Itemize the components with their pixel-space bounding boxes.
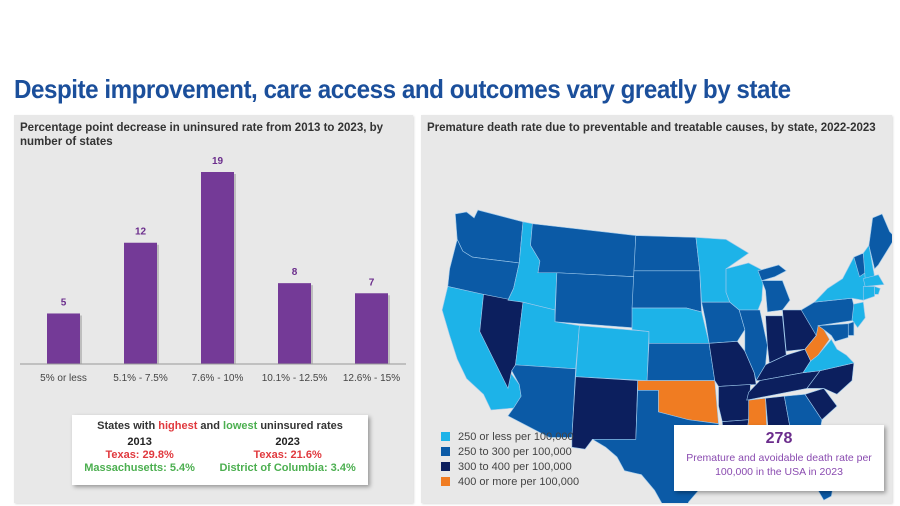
x-tick-label: 12.6% - 15%	[343, 373, 400, 384]
state-wi	[725, 262, 764, 311]
x-tick-label: 7.6% - 10%	[192, 373, 244, 384]
legend-item: 250 or less per 100,000	[441, 429, 579, 444]
state-nj	[851, 301, 866, 329]
bar-chart: 5 5% or less 12 5.1% - 7.5% 19 7.6% - 10% 8 10.…	[20, 156, 406, 384]
year-label: 2013	[127, 436, 152, 448]
bar	[355, 293, 388, 364]
state-me	[868, 213, 892, 270]
usa-rate-callout: 278 Premature and avoidable death rate p…	[674, 425, 884, 491]
map-title: Premature death rate due to preventable …	[427, 122, 876, 134]
usa-rate-value: 278	[765, 430, 793, 447]
bar-value-label: 5	[61, 297, 67, 308]
lowest-state: Massachusetts: 5.4%	[84, 462, 195, 474]
state-sc	[804, 388, 838, 421]
page-title: Despite improvement, care access and out…	[14, 74, 791, 104]
callout-column-2013: 2013 Texas: 29.8% Massachusetts: 5.4%	[84, 436, 195, 475]
callout-title-prefix: States with	[97, 420, 159, 432]
legend-swatch	[441, 447, 450, 456]
bar	[201, 172, 234, 364]
x-tick-label: 5.1% - 7.5%	[113, 373, 168, 384]
bar-value-label: 7	[369, 277, 375, 288]
legend-item: 400 or more per 100,000	[441, 474, 579, 489]
state-co	[575, 325, 650, 381]
x-tick-label: 5% or less	[40, 373, 87, 384]
state-de	[847, 321, 855, 336]
state-ct	[862, 286, 875, 301]
state-ma	[862, 274, 885, 287]
callout-title: States with highest and lowest uninsured…	[72, 420, 368, 432]
x-tick-label: 10.1% - 12.5%	[262, 373, 328, 384]
bar-value-label: 12	[135, 227, 147, 238]
lowest-state: District of Columbia: 3.4%	[219, 462, 356, 474]
year-label: 2023	[275, 436, 300, 448]
map-panel: Premature death rate due to preventable …	[421, 115, 892, 503]
usa-rate-description: Premature and avoidable death rate per 1…	[686, 452, 872, 478]
bar	[124, 242, 157, 364]
state-ar	[718, 384, 751, 423]
legend-label: 400 or more per 100,000	[458, 475, 580, 488]
bar	[278, 283, 311, 364]
state-mt	[530, 223, 637, 277]
state-wy	[554, 272, 635, 328]
legend-item: 250 to 300 per 100,000	[441, 444, 579, 459]
bar-chart-panel: Percentage point decrease in uninsured r…	[14, 115, 413, 503]
map-legend: 250 or less per 100,000 250 to 300 per 1…	[441, 429, 579, 489]
highest-state: Texas: 21.6%	[253, 449, 322, 461]
state-in	[765, 315, 787, 364]
state-az	[507, 364, 576, 438]
legend-swatch	[441, 432, 450, 441]
legend-swatch	[441, 462, 450, 471]
bar-value-label: 19	[212, 156, 224, 167]
legend-label: 250 or less per 100,000	[458, 430, 574, 443]
state-nm	[571, 376, 638, 450]
bar	[47, 313, 80, 364]
state-nd	[633, 235, 701, 272]
state-sd	[631, 270, 702, 313]
legend-label: 250 to 300 per 100,000	[458, 445, 572, 458]
legend-label: 300 to 400 per 100,000	[458, 460, 572, 473]
state-ri	[874, 286, 881, 295]
state-mo	[708, 341, 757, 387]
highest-state: Texas: 29.8%	[105, 449, 174, 461]
state-ks	[646, 343, 716, 381]
callout-title-mid: and	[197, 420, 224, 432]
callout-title-highest: highest	[158, 420, 198, 432]
bar-value-label: 8	[292, 267, 298, 278]
state-mi	[757, 264, 791, 313]
state-md	[817, 323, 849, 342]
bar-chart-title: Percentage point decrease in uninsured r…	[20, 122, 384, 148]
legend-swatch	[441, 477, 450, 486]
callout-title-lowest: lowest	[223, 420, 258, 432]
uninsured-callout: States with highest and lowest uninsured…	[72, 415, 368, 485]
legend-item: 300 to 400 per 100,000	[441, 459, 579, 474]
callout-column-2023: 2023 Texas: 21.6% District of Columbia: …	[219, 436, 355, 475]
callout-title-suffix: uninsured rates	[257, 420, 343, 432]
